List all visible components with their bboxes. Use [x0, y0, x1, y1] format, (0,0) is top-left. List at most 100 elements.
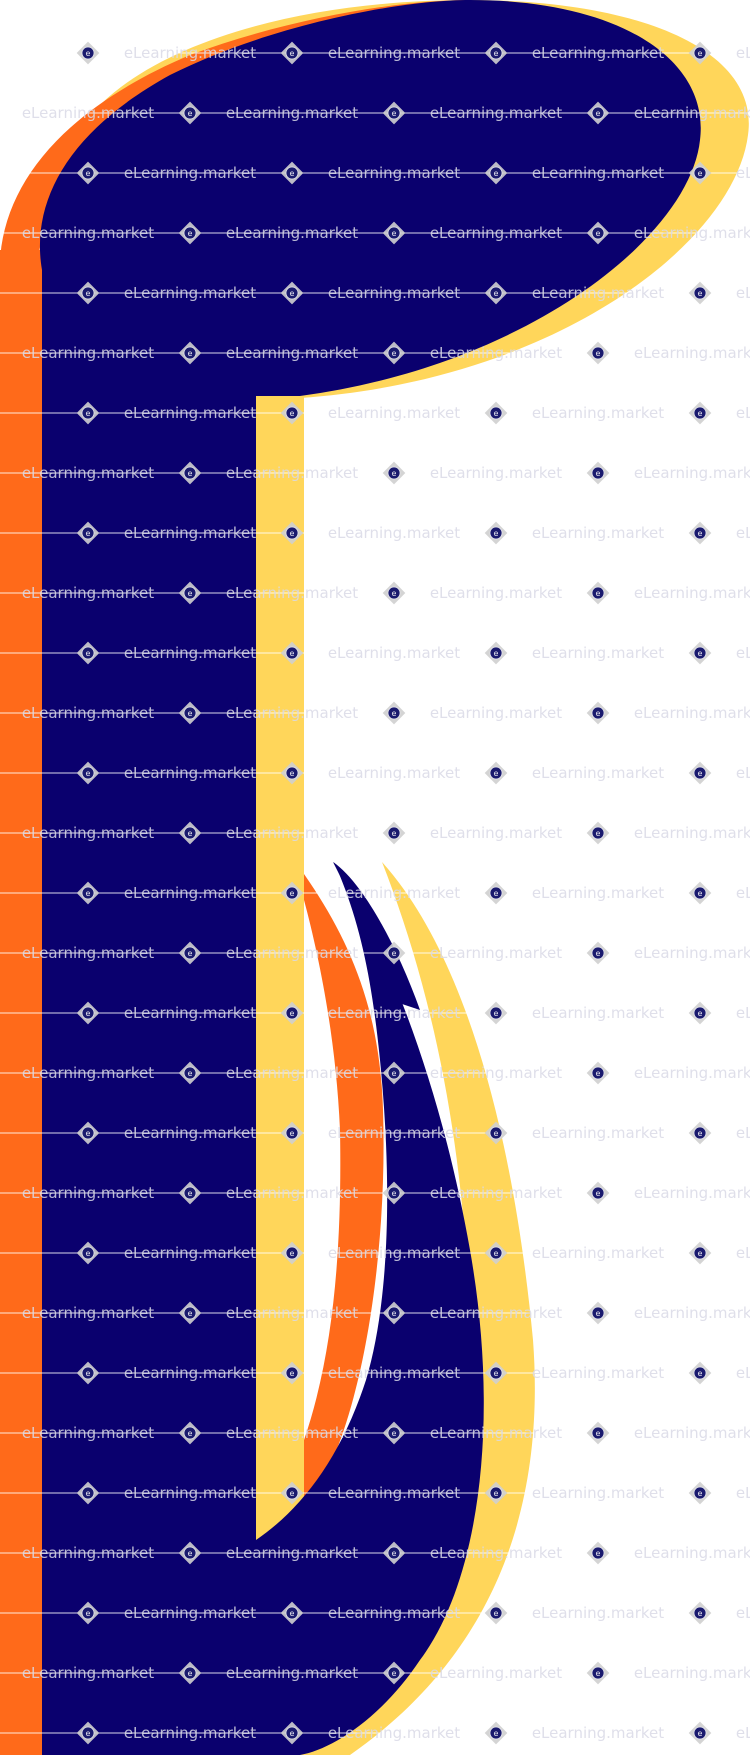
watermark-dot-letter: e — [392, 1309, 397, 1318]
watermark-dot — [81, 166, 95, 180]
watermark-text: eLearning.market — [532, 884, 664, 902]
watermark-dot-letter: e — [698, 1489, 703, 1498]
watermark-dot — [693, 526, 707, 540]
watermark-dot — [387, 1066, 401, 1080]
watermark-dot-letter: e — [596, 1069, 601, 1078]
orange-stem — [0, 250, 46, 1755]
watermark-dot — [285, 646, 299, 660]
watermark-dot — [81, 1126, 95, 1140]
watermark-dot-letter: e — [596, 1309, 601, 1318]
watermark-text: eLearning.market — [634, 944, 750, 962]
watermark-text: eLearning.market — [634, 704, 750, 722]
watermark-dot-letter: e — [596, 109, 601, 118]
watermark-text: eLearning.market — [634, 344, 750, 362]
watermark-dot — [81, 1366, 95, 1380]
watermark-dot — [693, 406, 707, 420]
watermark-text: eLearning.market — [124, 1244, 256, 1262]
watermark-dot — [81, 886, 95, 900]
watermark-dot-letter: e — [596, 1429, 601, 1438]
watermark-text: eLearning.market — [226, 1664, 358, 1682]
watermark-text: eLearning.market — [430, 464, 562, 482]
watermark-dot-letter: e — [392, 1189, 397, 1198]
watermark-dot-letter: e — [392, 589, 397, 598]
orange-inner-tail — [304, 874, 384, 1510]
watermark-dot — [285, 766, 299, 780]
watermark-dot-letter: e — [290, 1249, 295, 1258]
watermark-text: eLearning.market — [124, 284, 256, 302]
watermark-dot — [387, 1186, 401, 1200]
watermark-dot — [285, 1606, 299, 1620]
watermark-dot-letter: e — [290, 1729, 295, 1738]
watermark-dot — [693, 766, 707, 780]
watermark-dot — [591, 946, 605, 960]
watermark-text: eLearning.market — [736, 764, 750, 782]
watermark-dot — [387, 1426, 401, 1440]
watermark-dot-letter: e — [290, 289, 295, 298]
watermark-text: eLearning.market — [736, 524, 750, 542]
watermark-dot-letter: e — [290, 649, 295, 658]
watermark-dot-letter: e — [698, 169, 703, 178]
watermark-dot-letter: e — [596, 349, 601, 358]
watermark-dot-letter: e — [86, 1009, 91, 1018]
watermark-dot-letter: e — [86, 1249, 91, 1258]
watermark-text: eLearning.market — [226, 704, 358, 722]
watermark-dot — [285, 1486, 299, 1500]
watermark-dot — [183, 826, 197, 840]
watermark-dot — [489, 1126, 503, 1140]
watermark-text: eLearning.market — [124, 1604, 256, 1622]
watermark-dot-letter: e — [698, 889, 703, 898]
watermark-text: eLearning.market — [328, 404, 460, 422]
watermark-dot — [387, 226, 401, 240]
watermark-dot — [81, 1606, 95, 1620]
watermark-dot — [591, 706, 605, 720]
watermark-dot-letter: e — [290, 1609, 295, 1618]
watermark-dot — [693, 46, 707, 60]
watermark-text: eLearning.market — [22, 1424, 154, 1442]
watermark-text: eLearning.market — [736, 164, 750, 182]
watermark-dot — [489, 166, 503, 180]
watermark-text: eLearning.market — [736, 1484, 750, 1502]
watermark-dot-letter: e — [290, 1009, 295, 1018]
watermark-text: eLearning.market — [430, 1064, 562, 1082]
watermark-text: eLearning.market — [226, 584, 358, 602]
watermark-text: eLearning.market — [736, 44, 750, 62]
watermark-dot — [693, 1126, 707, 1140]
watermark-dot-letter: e — [392, 349, 397, 358]
watermark-dot-letter: e — [86, 289, 91, 298]
watermark-dot — [489, 1366, 503, 1380]
watermark-dot — [693, 1606, 707, 1620]
watermark-dot-letter: e — [698, 1009, 703, 1018]
watermark-dot — [489, 526, 503, 540]
watermark-text: eLearning.market — [124, 524, 256, 542]
watermark-dot-letter: e — [188, 1549, 193, 1558]
watermark-text: eLearning.market — [736, 1244, 750, 1262]
watermark-text: eLearning.market — [634, 224, 750, 242]
watermark-dot-letter: e — [290, 1489, 295, 1498]
watermark-dot — [387, 706, 401, 720]
watermark-dot — [183, 586, 197, 600]
watermark-text: eLearning.market — [328, 884, 460, 902]
watermark-dot — [693, 886, 707, 900]
watermark-dot — [489, 1606, 503, 1620]
watermark-dot — [693, 1006, 707, 1020]
watermark-dot — [489, 1486, 503, 1500]
watermark-text: eLearning.market — [124, 884, 256, 902]
watermark-text: eLearning.market — [634, 104, 750, 122]
watermark-text: eLearning.market — [22, 1664, 154, 1682]
watermark-text: eLearning.market — [430, 1304, 562, 1322]
watermark-layer: e eLearning.market e eLearning.market e eLear… — [0, 41, 750, 1745]
watermark-dot — [183, 226, 197, 240]
watermark-text: eLearning.market — [328, 1484, 460, 1502]
watermark-dot-letter: e — [188, 1189, 193, 1198]
watermark-dot — [591, 1546, 605, 1560]
watermark-text: eLearning.market — [634, 1544, 750, 1562]
watermark-text: eLearning.market — [22, 584, 154, 602]
watermark-text: eLearning.market — [634, 464, 750, 482]
watermark-dot-letter: e — [86, 1609, 91, 1618]
watermark-dot-letter: e — [596, 949, 601, 958]
watermark-dot-letter: e — [698, 409, 703, 418]
watermark-dot — [591, 226, 605, 240]
watermark-dot-letter: e — [392, 829, 397, 838]
watermark-text: eLearning.market — [22, 224, 154, 242]
